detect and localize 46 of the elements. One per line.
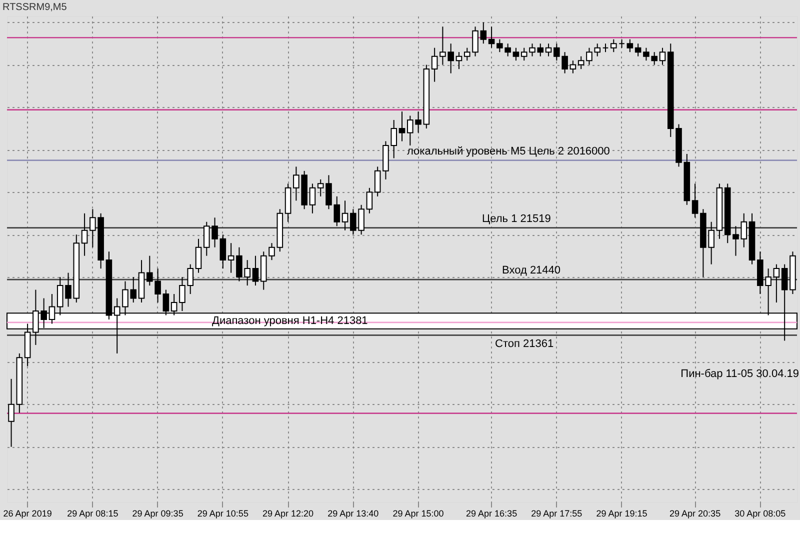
candlestick (228, 242, 234, 274)
candlestick (480, 22, 487, 44)
candlestick (431, 47, 438, 82)
candlestick (634, 43, 642, 57)
x-tick-label: 29 Apr 10:55 (197, 508, 248, 518)
ref-line-label: Вход 21440 (502, 264, 561, 277)
x-tick-label: 29 Apr 19:15 (596, 508, 648, 518)
x-tick-label: 30 Apr 08:05 (734, 508, 786, 518)
x-tick-label: 29 Apr 13:40 (328, 508, 379, 518)
candlestick (626, 38, 634, 53)
annotation: Пин-бар 11-05 30.04.19 (680, 368, 799, 380)
candlestick (220, 234, 226, 270)
candlestick (570, 60, 576, 74)
x-tick-label: 29 Apr 17:55 (531, 508, 582, 518)
candlestick (252, 255, 259, 286)
candlestick (773, 264, 780, 304)
candlestick (81, 212, 88, 256)
band-label: Диапазон уровня H1-H4 21381 (212, 314, 368, 327)
candlestick (195, 238, 202, 274)
candlestick (374, 166, 381, 197)
ref-line-label: локальный уровень М5 Цель 2 2016000 (407, 145, 610, 158)
candlestick (545, 43, 552, 57)
x-tick-label: 29 Apr 08:15 (67, 508, 118, 518)
candlestick (8, 378, 14, 448)
candlestick (659, 47, 666, 66)
candlestick (398, 111, 406, 142)
ref-line-label: Стоп 21361 (495, 338, 554, 350)
candlestick (520, 47, 528, 62)
candlestick (488, 26, 495, 48)
candlestick (610, 38, 617, 53)
x-tick-label: 29 Apr 12:20 (262, 508, 314, 518)
x-tick-label: 29 Apr 15:00 (392, 508, 444, 518)
candlestick (317, 178, 324, 197)
chart-title: RTSSRM9,M5 (2, 2, 68, 13)
candlestick (512, 47, 520, 62)
candlestick (578, 56, 584, 70)
candlestick (366, 187, 373, 214)
x-tick-label: 26 Apr 2019 (3, 508, 52, 518)
ref-line-label: Цель 1 21519 (482, 212, 551, 225)
x-tick-label: 29 Apr 20:35 (670, 508, 721, 518)
candlestick (309, 183, 316, 214)
x-tick-label: 29 Apr 16:35 (466, 508, 518, 518)
candlestick (456, 52, 462, 70)
candlestick (692, 183, 698, 218)
candlestick (342, 200, 348, 231)
x-tick-label: 29 Apr 09:35 (132, 508, 184, 518)
